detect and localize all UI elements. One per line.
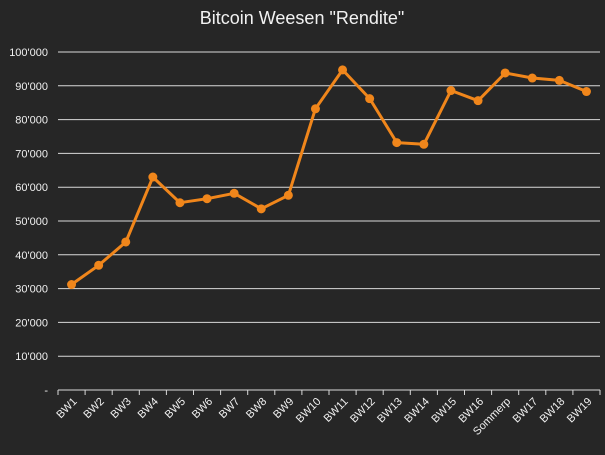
y-tick-label: 90'000 (15, 81, 48, 93)
data-point (392, 138, 402, 148)
x-tick-label: BW1 (54, 396, 79, 421)
y-tick-label: 70'000 (15, 148, 48, 160)
y-tick-label: - (44, 385, 48, 397)
data-point (148, 172, 158, 182)
data-point (419, 139, 429, 149)
y-tick-label: 40'000 (15, 250, 48, 262)
data-point (473, 96, 483, 106)
x-tick-label: BW11 (322, 396, 351, 425)
chart-title: Bitcoin Weesen "Rendite" (200, 8, 405, 28)
y-tick-label: 10'000 (15, 351, 48, 363)
y-tick-label: 30'000 (15, 284, 48, 296)
x-tick-label: BW8 (244, 396, 269, 421)
data-point (175, 198, 185, 208)
x-tick-label: BW13 (375, 396, 405, 426)
data-point (94, 260, 104, 270)
y-tick-label: 60'000 (15, 182, 48, 194)
x-tick-label: BW4 (136, 396, 161, 421)
data-point (500, 68, 510, 78)
data-point (365, 94, 375, 104)
data-point (121, 237, 131, 247)
gridlines (58, 51, 600, 391)
x-tick-label: BW2 (81, 396, 106, 421)
x-tick-label: BW15 (429, 396, 459, 426)
data-point (229, 188, 239, 198)
y-axis-ticks: - 10'000 20'000 30'000 40'000 50'000 60'000 70'… (9, 47, 48, 397)
data-point (310, 104, 320, 114)
x-tick-label: BW12 (348, 396, 378, 426)
y-tick-label: 20'000 (15, 317, 48, 329)
data-point (67, 280, 77, 290)
x-tick-label: BW17 (511, 396, 541, 426)
y-tick-label: 100'000 (9, 47, 48, 59)
x-tick-label: BW14 (402, 396, 432, 426)
x-tick-label: BW7 (217, 396, 242, 421)
x-tick-label: BW10 (294, 396, 324, 426)
data-point (256, 204, 266, 214)
data-point (581, 87, 591, 97)
x-tick-label: BW6 (190, 396, 215, 421)
data-point (338, 65, 348, 75)
x-tick-label: BW3 (109, 396, 134, 421)
data-point (554, 75, 564, 85)
y-tick-label: 50'000 (15, 216, 48, 228)
series-line (70, 68, 588, 286)
x-tick-label: BW9 (271, 396, 296, 421)
x-axis-ticks: BW1 BW2 BW3 BW4 BW5 BW6 BW7 BW8 BW9BW10BW11BW12B… (54, 390, 601, 438)
data-point (527, 73, 537, 83)
series-group (67, 65, 591, 290)
x-tick-label: BW18 (538, 396, 568, 426)
x-tick-label: BW5 (163, 396, 188, 421)
y-tick-label: 80'000 (15, 115, 48, 127)
data-point (446, 86, 456, 96)
data-point (202, 194, 212, 204)
data-point (283, 190, 293, 200)
x-tick-label: BW19 (565, 396, 595, 426)
